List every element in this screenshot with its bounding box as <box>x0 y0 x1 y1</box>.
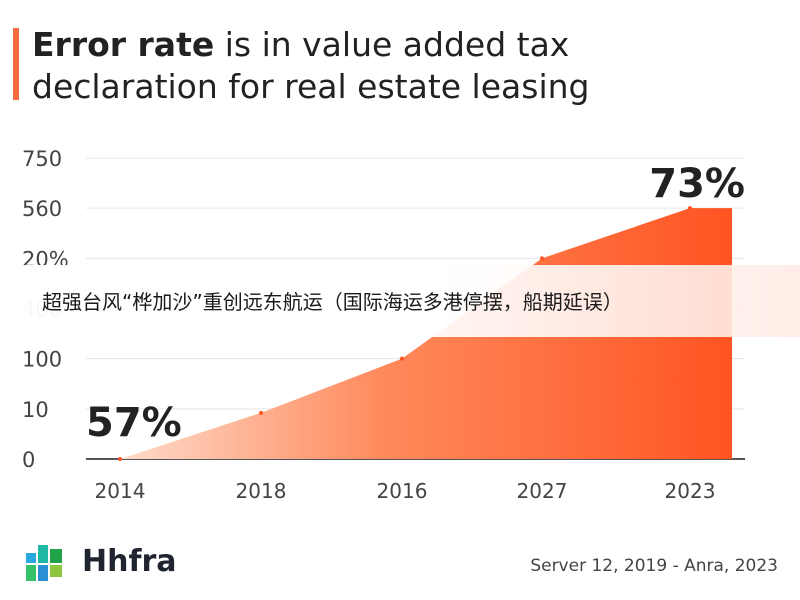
y-tick-label: 560 <box>22 197 62 221</box>
brand-name: Hhfra <box>82 544 177 579</box>
title-rest: is in value added tax declaration for re… <box>32 25 590 106</box>
data-point <box>400 356 404 361</box>
data-point <box>540 256 544 261</box>
y-tick-label: 750 <box>22 147 62 171</box>
title-accent-bar <box>13 28 19 100</box>
annotation-end: 73% <box>649 161 745 207</box>
news-banner-text: 超强台风“桦加沙”重创远东航运（国际海运多港停摆，船期延误） <box>42 290 623 314</box>
data-point <box>259 410 263 415</box>
y-tick-label: 10 <box>22 398 49 422</box>
y-tick-label: 100 <box>22 348 62 372</box>
grid-logo-icon <box>26 545 62 581</box>
chart-title: Error rate is in value added tax declara… <box>32 24 752 108</box>
source-note: Server 12, 2019 - Anra, 2023 <box>530 556 778 576</box>
x-tick-label: 2023 <box>665 479 716 503</box>
x-tick-label: 2014 <box>95 479 146 503</box>
x-tick-label: 2016 <box>377 479 428 503</box>
title-bold: Error rate <box>32 25 215 64</box>
news-banner <box>0 265 800 337</box>
annotation-start: 57% <box>86 400 182 446</box>
data-point <box>688 206 692 211</box>
data-point <box>118 457 122 461</box>
x-tick-label: 2027 <box>517 479 568 503</box>
x-tick-label: 2018 <box>236 479 287 503</box>
y-tick-label: 0 <box>22 448 35 472</box>
